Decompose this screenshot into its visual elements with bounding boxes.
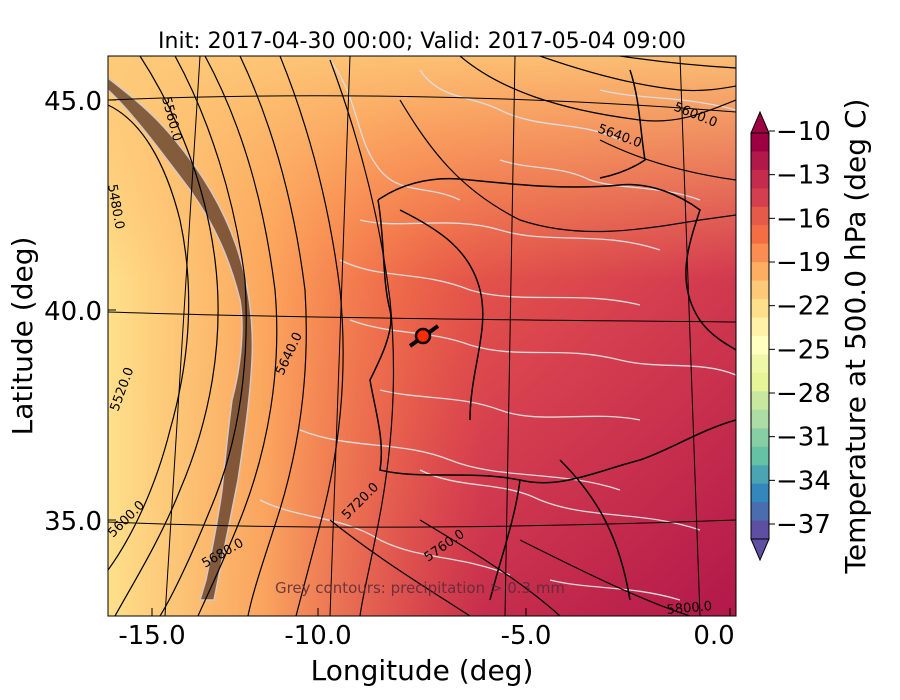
colorbar-tick-label: −19 (776, 248, 831, 278)
colorbar-top-extend (750, 110, 770, 134)
colorbar-label: Temperature at 500.0 hPa (deg C) (839, 99, 872, 575)
x-tick-label: -15.0 (118, 621, 185, 651)
colorbar-segment (751, 372, 769, 392)
colorbar-segment (751, 169, 769, 189)
colorbar-segments (751, 133, 769, 540)
colorbar-tick-label: −16 (776, 204, 831, 234)
map-area: 5560.0 5480.0 5520.0 5600.0 5640.0 5680.… (108, 56, 736, 618)
colorbar-segment (751, 225, 769, 245)
contour-label: 5800.0 (666, 599, 713, 618)
location-marker (408, 324, 440, 348)
colorbar-segment (751, 243, 769, 263)
colorbar-segment (751, 446, 769, 466)
colorbar-segment (751, 391, 769, 411)
colorbar-bottom-extend (750, 538, 770, 562)
y-axis-label: Latitude (deg) (6, 237, 39, 436)
x-tick-label: -10.0 (284, 621, 351, 651)
x-axis-label: Longitude (deg) (311, 654, 534, 687)
colorbar-segment (751, 317, 769, 337)
x-axis: -15.0 -10.0 -5.0 0.0 Longitude (deg) (118, 608, 735, 687)
colorbar-tick-label: −13 (776, 161, 831, 191)
plot-title: Init: 2017-04-30 00:00; Valid: 2017-05-0… (158, 29, 686, 54)
colorbar-segment (751, 502, 769, 522)
colorbar-segment (751, 483, 769, 503)
colorbar-segment (751, 280, 769, 300)
colorbar-segment (751, 520, 769, 540)
y-axis: 45.0 40.0 35.0 Latitude (deg) (6, 87, 116, 537)
height-contours (108, 56, 736, 616)
coastline (369, 69, 736, 601)
y-tick-label: 45.0 (44, 87, 102, 117)
colorbar-tick-label: −34 (776, 466, 831, 496)
colorbar-tick-label: −37 (776, 510, 831, 540)
y-tick-label: 35.0 (44, 507, 102, 537)
colorbar-segment (751, 428, 769, 448)
precip-contours (259, 59, 736, 601)
plot-frame (107, 55, 737, 617)
colorbar-tick-label: −22 (776, 292, 831, 322)
colorbar-segment (751, 188, 769, 208)
colorbar-segment (751, 354, 769, 374)
colorbar: −10 −13 −16 −19 −22 −25 −28 −31 −34 −37 Temperatu… (750, 99, 872, 575)
colorbar-tick-label: −31 (776, 423, 831, 453)
colorbar-frame (750, 132, 770, 540)
colorbar-tick-label: −25 (776, 335, 831, 365)
colorbar-segment (751, 262, 769, 282)
colorbar-tick-label: −28 (776, 379, 831, 409)
colorbar-segment (751, 336, 769, 355)
colorbar-segment (751, 151, 769, 171)
colorbar-segment (751, 465, 769, 485)
colorbar-segment (751, 299, 769, 319)
x-tick-label: 0.0 (693, 621, 734, 651)
precip-annotation: Grey contours: precipitation > 0.3 mm (275, 579, 565, 597)
colorbar-tick-label: −10 (776, 117, 831, 147)
graticule (108, 56, 736, 616)
precipitation-band (108, 77, 254, 601)
colorbar-segment (751, 206, 769, 226)
colorbar-segment (751, 133, 769, 152)
colorbar-ticks: −10 −13 −16 −19 −22 −25 −28 −31 −34 −37 (769, 117, 831, 540)
y-tick-label: 40.0 (44, 297, 102, 327)
colorbar-segment (751, 409, 769, 429)
x-tick-label: -5.0 (501, 621, 552, 651)
